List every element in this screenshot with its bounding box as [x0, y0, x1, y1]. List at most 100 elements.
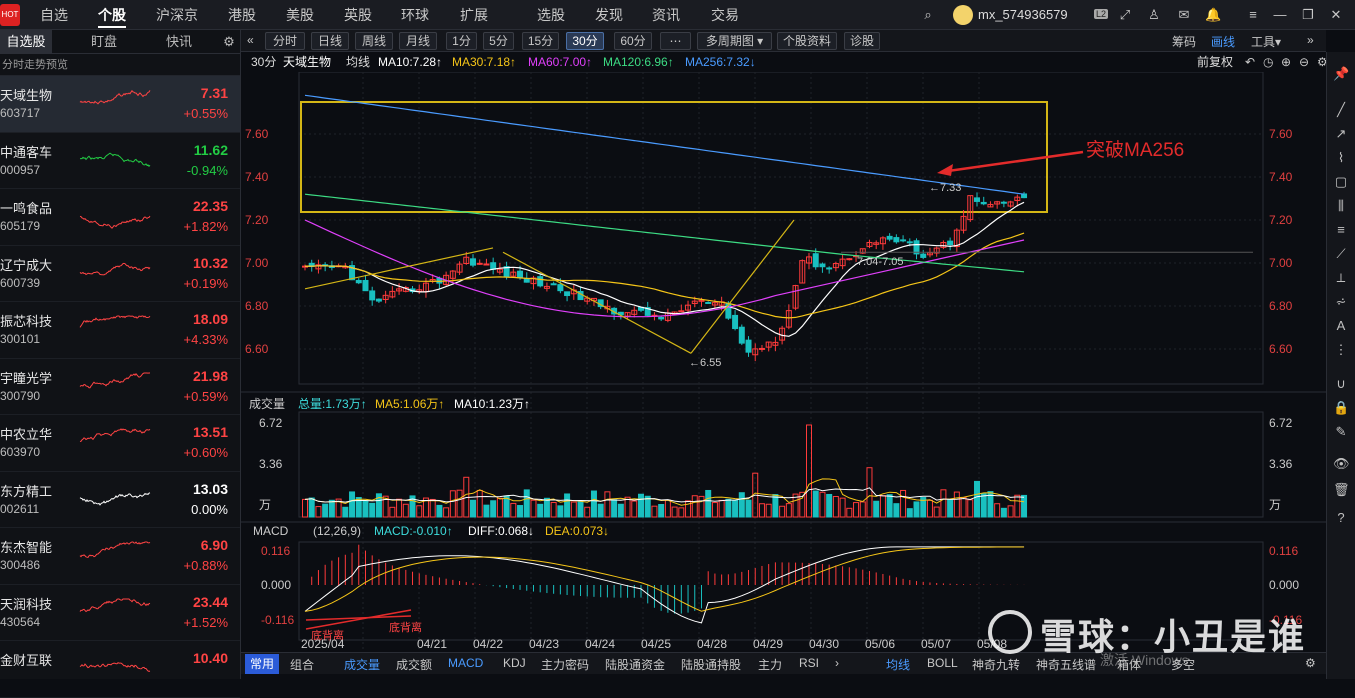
indicator-tab-3[interactable]: KDJ — [503, 656, 526, 670]
topnav-item-5[interactable]: 英股 — [344, 7, 372, 23]
username[interactable]: mx_574936579 — [978, 7, 1068, 22]
overlay-tab-5[interactable]: 多空 — [1171, 658, 1196, 672]
chart-area[interactable]: 7.60 7.60 7.40 7.40 7.20 7.20 7.00 7.00 6.80 6.80… — [241, 72, 1326, 652]
shirt-icon[interactable]: ♙ — [1148, 7, 1160, 22]
magnet-icon[interactable]: ∪ — [1336, 376, 1346, 391]
zoom-out-icon[interactable]: ⊖ — [1299, 55, 1310, 69]
topnav-item-2[interactable]: 沪深京 — [156, 7, 198, 23]
indicator-tab-1[interactable]: 成交额 — [396, 658, 433, 672]
fan-icon[interactable]: ⟋ — [1336, 246, 1346, 261]
avatar[interactable] — [953, 5, 973, 25]
lock-icon[interactable]: 🔒 — [1333, 400, 1350, 415]
indicator-tab-5[interactable]: 陆股通资金 — [605, 658, 666, 672]
period-button-5[interactable]: 5分 — [483, 32, 514, 50]
indicator-tab-2[interactable]: MACD — [448, 656, 484, 670]
topnav-item-11[interactable]: 交易 — [711, 7, 739, 23]
zoom-in-icon[interactable]: ⊕ — [1281, 55, 1292, 69]
overlay-tab-2[interactable]: 神奇九转 — [972, 658, 1021, 672]
polyline-icon[interactable]: ⌇ — [1337, 150, 1345, 165]
indicator-tab-7[interactable]: 主力 — [758, 658, 783, 672]
undo-icon[interactable]: ↶ — [1245, 55, 1256, 69]
overlay-tab-3[interactable]: 神奇五线谱 — [1036, 658, 1097, 672]
list-item[interactable]: 振芯科技 300101 18.09 +4.33% — [0, 302, 240, 359]
collapse-right-icon[interactable]: » — [1307, 33, 1314, 47]
edit-icon[interactable]: ✎ — [1335, 424, 1347, 439]
tab-common[interactable]: 常用 — [245, 654, 280, 674]
text-icon[interactable]: A — [1336, 318, 1346, 333]
tools-button[interactable]: 工具▾ — [1251, 35, 1282, 49]
period-button-1[interactable]: 日线 — [311, 32, 349, 50]
topnav-item-9[interactable]: 发现 — [595, 7, 623, 23]
list-item[interactable]: 东方精工 002611 13.03 0.00% — [0, 472, 240, 528]
close-icon[interactable]: ✕ — [1330, 7, 1342, 22]
help-icon[interactable]: ? — [1337, 510, 1345, 525]
more-icon[interactable]: ⋮ — [1334, 342, 1348, 357]
period-button-2[interactable]: 周线 — [355, 32, 393, 50]
period-button-11[interactable]: 个股资料 — [777, 32, 837, 50]
list-item[interactable]: 辽宁成大 600739 10.32 +0.19% — [0, 246, 240, 302]
cycle-icon[interactable]: ⟂ — [1336, 270, 1346, 285]
period-button-12[interactable]: 诊股 — [844, 32, 880, 50]
tab-combo[interactable]: 组合 — [290, 658, 315, 672]
collapse-left-icon[interactable]: « — [247, 33, 254, 47]
parallel-icon[interactable]: ⫼ — [1338, 198, 1344, 213]
topnav-item-1[interactable]: 个股 — [98, 0, 126, 30]
list-item[interactable]: 一鸣食品 605179 22.35 +1.82% — [0, 189, 240, 246]
channel-icon[interactable]: ≡ — [1337, 222, 1345, 237]
list-item[interactable]: 宇瞳光学 300790 21.98 +0.59% — [0, 359, 240, 415]
overlay-tab-1[interactable]: BOLL — [927, 656, 958, 670]
topnav-item-4[interactable]: 美股 — [286, 7, 314, 23]
settings-icon[interactable]: ⚙ — [1317, 55, 1328, 69]
period-button-8[interactable]: 60分 — [614, 32, 652, 50]
topnav-item-3[interactable]: 港股 — [228, 7, 256, 23]
gear-icon[interactable]: ⚙ — [223, 34, 235, 49]
list-item[interactable]: 天域生物 603717 7.31 +0.55% — [0, 76, 240, 133]
indicator-tab-4[interactable]: 主力密码 — [541, 658, 590, 672]
list-item[interactable]: 金财互联 10.40 — [0, 641, 240, 698]
eye-icon[interactable]: 👁 — [1333, 456, 1350, 471]
overlay-tab-4[interactable]: 箱体 — [1117, 658, 1142, 672]
indicator-tab-9[interactable]: › — [835, 656, 839, 670]
period-button-4[interactable]: 1分 — [446, 32, 477, 50]
search-icon[interactable]: ⌕ — [924, 7, 932, 22]
fibonacci-icon[interactable]: ⩫ — [1335, 294, 1347, 309]
period-button-0[interactable]: 分时 — [265, 32, 305, 50]
topnav-item-10[interactable]: 资讯 — [652, 7, 680, 23]
settings-icon[interactable]: ⚙ — [1305, 656, 1316, 670]
list-item[interactable]: 中通客车 000957 11.62 -0.94% — [0, 133, 240, 189]
list-item[interactable]: 中农立华 603970 13.51 +0.60% — [0, 415, 240, 472]
indicator-tab-0[interactable]: 成交量 — [344, 658, 381, 672]
list-item[interactable]: 天润科技 430564 23.44 +1.52% — [0, 585, 240, 641]
period-button-7[interactable]: 30分 — [566, 32, 604, 50]
mail-icon[interactable]: ✉ — [1178, 7, 1190, 22]
indicator-tab-8[interactable]: RSI — [799, 656, 820, 670]
rectangle-icon[interactable]: ▢ — [1334, 174, 1348, 189]
indicator-tab-6[interactable]: 陆股通持股 — [681, 658, 742, 672]
draw-line-button[interactable]: 画线 — [1211, 35, 1236, 49]
chips-button[interactable]: 筹码 — [1172, 35, 1197, 49]
adjust-label[interactable]: 前复权 — [1197, 55, 1234, 69]
ray-icon[interactable]: ↗ — [1335, 126, 1347, 141]
pin-icon[interactable]: 📌 — [1333, 66, 1350, 81]
avg-label[interactable]: 均线 — [346, 55, 371, 69]
period-button-9[interactable]: ⋯ — [660, 32, 691, 50]
clock-icon[interactable]: ◷ — [1263, 55, 1274, 69]
period-button-10[interactable]: 多周期图 ▾ — [697, 32, 772, 50]
minimize-icon[interactable]: — — [1273, 7, 1287, 22]
restore-icon[interactable]: ❐ — [1302, 7, 1314, 22]
topnav-item-6[interactable]: 环球 — [401, 7, 429, 23]
topnav-item-0[interactable]: 自选 — [40, 7, 68, 23]
tab-monitor[interactable]: 盯盘 — [90, 34, 117, 49]
tab-watchlist[interactable]: 自选股 — [0, 30, 52, 54]
menu-icon[interactable]: ≡ — [1249, 7, 1257, 22]
trash-icon[interactable]: 🗑 — [1333, 482, 1350, 497]
overlay-tab-0[interactable]: 均线 — [886, 658, 911, 672]
tab-flash-news[interactable]: 快讯 — [165, 34, 192, 49]
bell-icon[interactable]: 🔔 — [1205, 7, 1222, 22]
topnav-item-7[interactable]: 扩展 — [460, 7, 488, 23]
line-icon[interactable]: ╱ — [1337, 102, 1345, 117]
period-button-6[interactable]: 15分 — [522, 32, 559, 50]
fullscreen-icon[interactable]: ⤢ — [1119, 7, 1131, 22]
list-item[interactable]: 东杰智能 300486 6.90 +0.88% — [0, 528, 240, 585]
app-logo[interactable]: HOT — [0, 4, 20, 26]
